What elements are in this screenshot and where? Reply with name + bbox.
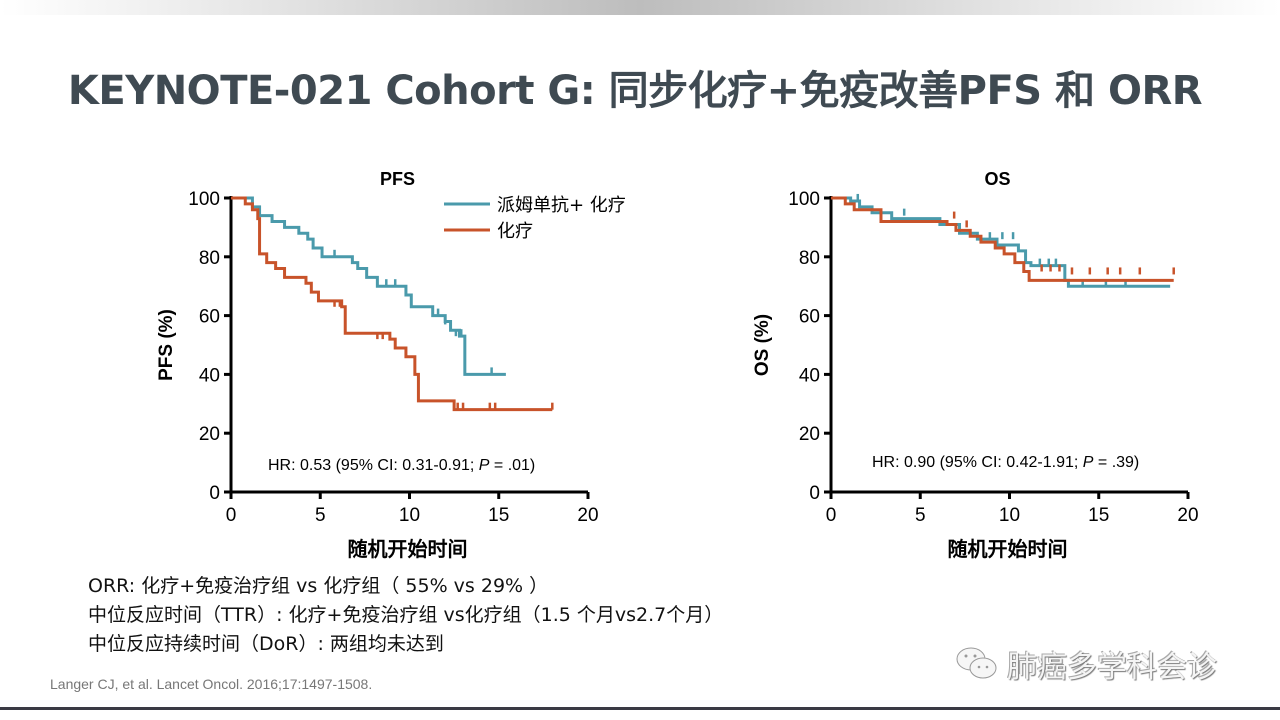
- x-tick-label: 15: [1088, 505, 1109, 526]
- watermark-text: 肺癌多学科会诊: [1007, 650, 1217, 685]
- hazard-ratio-annotation: HR: 0.90 (95% CI: 0.42-1.91; P = .39): [872, 454, 1139, 471]
- x-tick-label: 5: [915, 505, 926, 526]
- hr-text-pre: HR: 0.53 (95% CI: 0.31-0.91;: [268, 457, 479, 474]
- bottom-divider: [0, 707, 1280, 710]
- km-curve-chemo: [231, 196, 553, 412]
- y-tick-label: 100: [188, 189, 220, 210]
- hr-text-italic: P: [479, 457, 490, 474]
- y-tick-label: 20: [799, 424, 820, 445]
- x-tick-label: 10: [999, 505, 1020, 526]
- y-tick-label: 80: [799, 248, 820, 269]
- y-tick-label: 60: [199, 307, 220, 328]
- hazard-ratio-annotation: HR: 0.53 (95% CI: 0.31-0.91; P = .01): [268, 457, 535, 474]
- x-tick-label: 20: [1177, 505, 1198, 526]
- note-dor: 中位反应持续时间（DoR）: 两组均未达到: [88, 633, 444, 655]
- slide-title: KEYNOTE-021 Cohort G: 同步化疗+免疫改善PFS 和 ORR: [67, 68, 1203, 114]
- hr-text-post: = .01): [489, 457, 535, 474]
- chart-title: OS: [984, 169, 1010, 189]
- y-tick-label: 0: [209, 483, 220, 504]
- hr-text-post: = .39): [1093, 454, 1139, 471]
- top-gradient-bar: [0, 0, 1280, 15]
- y-axis-label: OS (%): [752, 314, 773, 376]
- x-tick-label: 20: [577, 505, 598, 526]
- hr-text-italic: P: [1083, 454, 1094, 471]
- hr-text-pre: HR: 0.90 (95% CI: 0.42-1.91;: [872, 454, 1083, 471]
- y-tick-label: 100: [788, 189, 820, 210]
- note-orr: ORR: 化疗+免疫治疗组 vs 化疗组（ 55% vs 29% ）: [88, 575, 549, 597]
- y-tick-label: 40: [199, 365, 220, 386]
- y-tick-label: 0: [809, 483, 820, 504]
- note-ttr: 中位反应时间（TTR）: 化疗+免疫治疗组 vs化疗组（1.5 个月vs2.7个…: [88, 604, 724, 626]
- y-axis-label: PFS (%): [156, 309, 177, 381]
- x-tick-label: 10: [399, 505, 420, 526]
- watermark: 肺癌多学科会诊: [955, 642, 1217, 686]
- x-axis-label: 随机开始时间: [348, 537, 468, 561]
- x-tick-label: 0: [226, 505, 237, 526]
- x-tick-label: 15: [488, 505, 509, 526]
- y-tick-label: 20: [199, 424, 220, 445]
- km-curve-chemo: [831, 196, 1174, 282]
- y-tick-label: 60: [799, 307, 820, 328]
- legend-label: 化疗: [497, 221, 533, 242]
- km-curve-combo: [231, 196, 506, 376]
- notes: ORR: 化疗+免疫治疗组 vs 化疗组（ 55% vs 29% ） 中位反应时…: [88, 572, 723, 659]
- wechat-icon: [956, 647, 997, 679]
- legend-label: 派姆单抗+ 化疗: [497, 195, 626, 216]
- y-tick-label: 40: [799, 365, 820, 386]
- x-tick-label: 0: [826, 505, 837, 526]
- y-tick-label: 80: [199, 248, 220, 269]
- x-tick-label: 5: [315, 505, 326, 526]
- citation: Langer CJ, et al. Lancet Oncol. 2016;17:…: [50, 676, 373, 692]
- chart-title: PFS: [380, 169, 415, 189]
- x-axis-label: 随机开始时间: [948, 537, 1068, 561]
